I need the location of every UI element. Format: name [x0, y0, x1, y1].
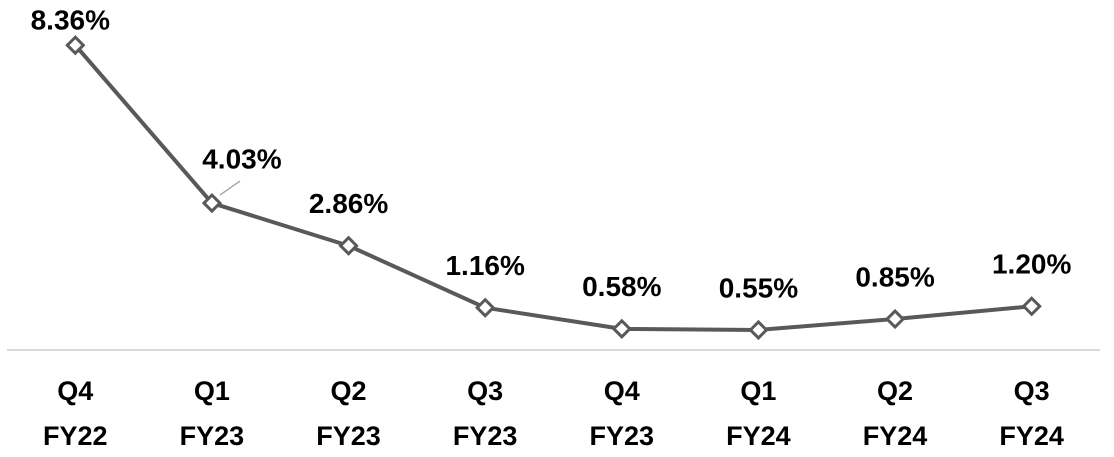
marker — [338, 235, 359, 256]
x-tick-label: Q4 — [604, 376, 640, 406]
x-tick-label: FY24 — [863, 421, 928, 451]
x-tick-label: FY24 — [726, 421, 791, 451]
data-label: 1.16% — [445, 250, 524, 281]
x-tick-label: FY23 — [180, 421, 245, 451]
data-label: 2.86% — [309, 188, 388, 219]
x-tick-label: FY22 — [43, 421, 108, 451]
marker — [748, 319, 769, 341]
marker — [1021, 296, 1042, 317]
data-label: 4.03% — [202, 143, 281, 174]
marker — [611, 318, 632, 339]
data-label: 0.58% — [582, 271, 661, 302]
data-label: 0.55% — [719, 272, 798, 303]
marker — [475, 297, 496, 318]
x-tick-label: Q3 — [1014, 376, 1050, 406]
x-tick-label: Q2 — [877, 376, 913, 406]
marker — [201, 192, 223, 214]
line — [73, 43, 1032, 332]
x-tick-label: Q4 — [57, 376, 93, 406]
x-tick-label: Q1 — [740, 376, 776, 406]
x-tick-label: FY23 — [316, 421, 381, 451]
data-label: 8.36% — [31, 4, 110, 35]
x-tick-label: Q1 — [194, 376, 230, 406]
data-label: 1.20% — [992, 249, 1071, 280]
data-label: 0.85% — [855, 261, 934, 292]
marker — [65, 35, 86, 56]
x-tick-label: Q2 — [331, 376, 367, 406]
x-tick-label: FY23 — [590, 421, 655, 451]
leader-line — [219, 180, 241, 196]
marker — [884, 308, 906, 330]
x-tick-label: Q3 — [467, 376, 503, 406]
x-tick-label: FY24 — [999, 421, 1064, 451]
x-tick-label: FY23 — [453, 421, 518, 451]
